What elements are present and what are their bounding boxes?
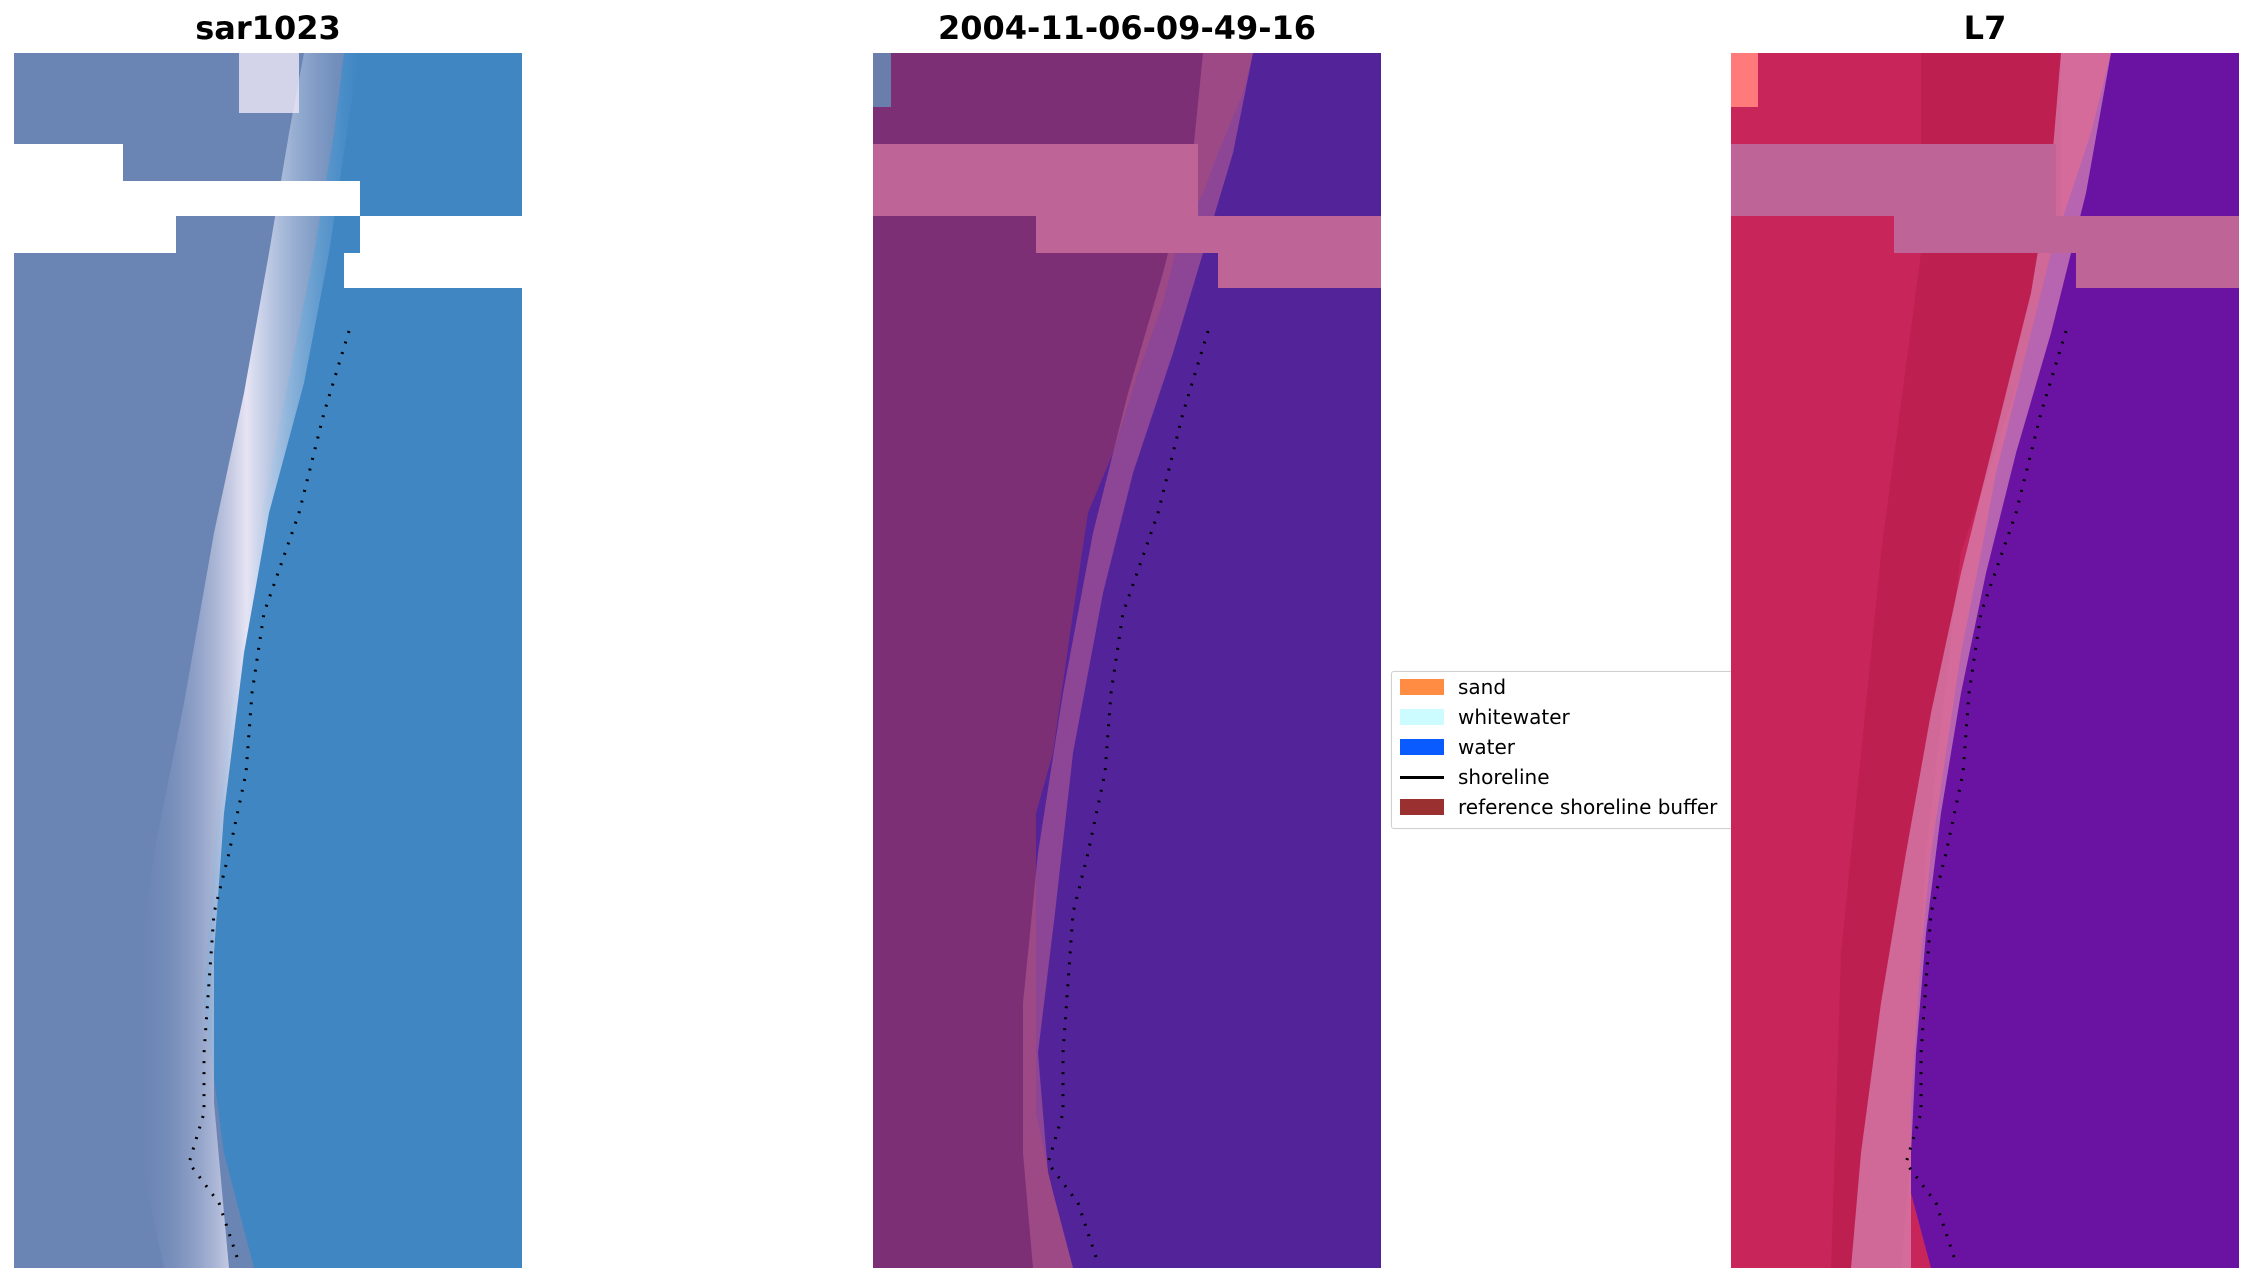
legend-label-buffer: reference shoreline buffer	[1458, 795, 1718, 819]
rgb-image-panel	[14, 53, 522, 1268]
legend-label-whitewater: whitewater	[1458, 705, 1570, 729]
index-image-panel	[1731, 53, 2239, 1268]
legend-swatch-whitewater	[1400, 709, 1444, 725]
legend-label-shoreline: shoreline	[1458, 765, 1550, 789]
legend: sand whitewater water shoreline referenc…	[1391, 671, 1733, 829]
legend-swatch-sand	[1400, 679, 1444, 695]
legend-label-water: water	[1458, 735, 1515, 759]
index-image	[1731, 53, 2239, 1268]
panel-title-index: L7	[1963, 9, 2007, 47]
legend-line-shoreline	[1400, 776, 1444, 779]
legend-swatch-buffer	[1400, 799, 1444, 815]
classified-image-panel	[873, 53, 1381, 1268]
panel-title-classified: 2004-11-06-09-49-16	[937, 9, 1317, 47]
legend-label-sand: sand	[1458, 675, 1507, 699]
classified-image	[873, 53, 1381, 1268]
panel-title-rgb: sar1023	[195, 9, 341, 47]
rgb-image	[14, 53, 522, 1268]
legend-swatch-water	[1400, 739, 1444, 755]
